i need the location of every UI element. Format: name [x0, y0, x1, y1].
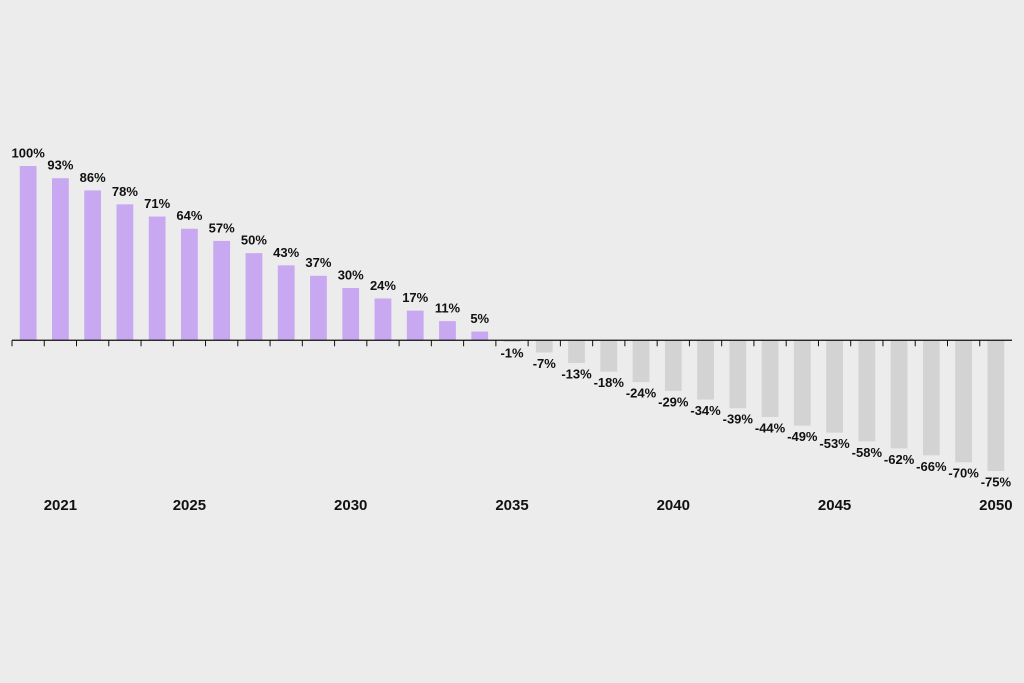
data-label: 30% — [338, 267, 364, 282]
bar — [310, 275, 327, 341]
x-tick-label: 2045 — [818, 497, 851, 514]
bar — [342, 288, 360, 341]
data-label: 37% — [305, 255, 331, 270]
bar — [374, 298, 392, 341]
bar — [148, 216, 166, 341]
bar — [987, 340, 1005, 471]
data-label: 57% — [209, 220, 235, 235]
bar — [439, 321, 456, 341]
data-label: 11% — [435, 301, 461, 316]
data-label: -75% — [981, 474, 1012, 489]
bar — [632, 340, 650, 383]
x-tick-label: 2035 — [495, 497, 528, 514]
bar — [826, 340, 843, 433]
bar — [406, 310, 424, 341]
bar — [535, 340, 553, 353]
bar — [761, 340, 779, 417]
bar — [245, 253, 263, 341]
bar — [568, 340, 585, 363]
data-label: 43% — [273, 245, 299, 260]
data-label: 93% — [47, 158, 73, 173]
data-label: -49% — [787, 429, 818, 444]
bar — [729, 340, 747, 409]
data-label: -39% — [723, 412, 754, 427]
bar — [84, 190, 102, 341]
data-label: 86% — [80, 170, 106, 185]
bar — [213, 240, 231, 341]
bar — [181, 228, 198, 341]
data-label: -58% — [852, 445, 883, 460]
bar — [890, 340, 908, 449]
bar — [52, 178, 69, 341]
data-label: -70% — [948, 466, 979, 481]
x-tick-label: 2040 — [657, 497, 690, 514]
data-label: -29% — [658, 394, 689, 409]
bar — [503, 340, 521, 343]
bar — [277, 265, 295, 341]
bar — [922, 340, 940, 456]
bar — [664, 340, 682, 391]
x-tick-label: 2021 — [44, 497, 77, 514]
data-label: -24% — [626, 386, 657, 401]
data-label: 24% — [370, 278, 396, 293]
data-label: -1% — [500, 345, 524, 360]
data-label: 50% — [241, 233, 267, 248]
data-label: -13% — [561, 366, 592, 381]
data-label: -18% — [594, 375, 625, 390]
bar — [955, 340, 972, 463]
data-label: -7% — [533, 356, 557, 371]
bar — [697, 340, 714, 400]
x-tick-label: 2025 — [173, 497, 206, 514]
data-label: -34% — [690, 403, 721, 418]
bar — [793, 340, 811, 426]
data-label: -62% — [884, 452, 915, 467]
data-label: -66% — [916, 459, 947, 474]
data-label: -53% — [819, 436, 850, 451]
bar — [19, 166, 37, 341]
data-label: 78% — [112, 184, 138, 199]
data-label: 17% — [402, 290, 428, 305]
x-tick-label: 2030 — [334, 497, 367, 514]
bar — [858, 340, 876, 442]
data-label: -44% — [755, 420, 786, 435]
data-label: 100% — [12, 145, 46, 160]
bar — [471, 331, 489, 341]
x-tick-label: 2050 — [979, 497, 1012, 514]
data-label: 5% — [470, 311, 489, 326]
data-label: 64% — [176, 208, 202, 223]
bar — [116, 204, 134, 341]
bar — [600, 340, 618, 372]
data-label: 71% — [144, 196, 170, 211]
